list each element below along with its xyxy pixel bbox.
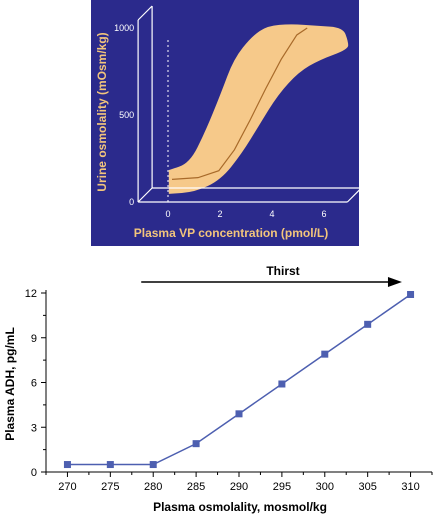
data-point-marker xyxy=(278,380,286,388)
thirst-arrow-head xyxy=(387,277,402,287)
osmolality-band xyxy=(168,24,349,194)
bottom-chart-ticks: 0 3 6 9 12 270 275 280 285 290 295 300 305 310 xyxy=(25,288,433,493)
bottom-y-tick-label-0: 0 xyxy=(31,467,37,479)
data-point-marker xyxy=(63,461,71,469)
bottom-y-tick-label-4: 12 xyxy=(25,288,37,300)
data-point-marker xyxy=(235,410,243,418)
bottom-x-tick-label-5: 295 xyxy=(273,481,291,493)
osmolality-band-area xyxy=(168,24,349,194)
data-point-marker xyxy=(149,461,157,469)
top-y-tick-label-0: 0 xyxy=(129,197,134,207)
top-chart-series xyxy=(171,27,308,180)
bottom-chart-series xyxy=(63,290,415,469)
top-chart-ticks: 0 2 4 6 0 500 1000 xyxy=(114,23,326,219)
top-x-tick-label-0: 0 xyxy=(165,209,170,219)
data-point-marker xyxy=(321,350,329,358)
adh-osmolality-chart: Thirst 0 3 6 9 12 270 275 280 285 290 295 300 305 310… xyxy=(3,264,433,514)
bottom-x-tick-label-2: 280 xyxy=(144,481,162,493)
bottom-x-tick-label-7: 305 xyxy=(358,481,376,493)
top-x-tick-label-1: 2 xyxy=(217,209,222,219)
data-point-marker xyxy=(192,440,200,448)
top-depth-right-bottom xyxy=(346,189,359,203)
bottom-x-tick-label-8: 310 xyxy=(401,481,419,493)
bottom-series-line-0 xyxy=(67,293,411,466)
bottom-y-tick-label-3: 9 xyxy=(31,333,37,345)
bottom-chart-y-axis-label: Plasma ADH, pg/mL xyxy=(3,327,17,441)
data-point-marker xyxy=(364,320,372,328)
bottom-x-tick-label-3: 285 xyxy=(187,481,205,493)
top-chart-axes xyxy=(137,5,359,203)
bottom-y-tick-label-1: 3 xyxy=(31,422,37,434)
top-chart-y-axis-label: Urine osmolality (mOsm/kg) xyxy=(95,32,109,191)
top-x-tick-label-2: 4 xyxy=(269,209,274,219)
bottom-x-tick-label-6: 300 xyxy=(316,481,334,493)
top-y-tick-label-2: 1000 xyxy=(114,23,134,33)
data-point-marker xyxy=(407,290,415,298)
bottom-x-tick-label-0: 270 xyxy=(58,481,76,493)
thirst-annotation: Thirst xyxy=(141,264,402,287)
top-x-tick-label-3: 6 xyxy=(321,209,326,219)
top-chart-x-axis-label: Plasma VP concentration (pmol/L) xyxy=(134,226,328,240)
bottom-chart-axes xyxy=(45,290,432,473)
top-series-line-0 xyxy=(171,27,308,180)
bottom-chart-x-axis-label: Plasma osmolality, mosmol/kg xyxy=(153,500,327,514)
bottom-x-tick-label-1: 275 xyxy=(101,481,119,493)
bottom-x-tick-label-4: 290 xyxy=(230,481,248,493)
top-depth-left-top xyxy=(137,5,153,21)
top-y-tick-label-1: 500 xyxy=(119,110,134,120)
top-depth-left-bottom xyxy=(137,187,153,203)
bottom-y-tick-label-2: 6 xyxy=(31,378,37,390)
thirst-label: Thirst xyxy=(266,264,299,278)
data-point-marker xyxy=(106,461,114,469)
